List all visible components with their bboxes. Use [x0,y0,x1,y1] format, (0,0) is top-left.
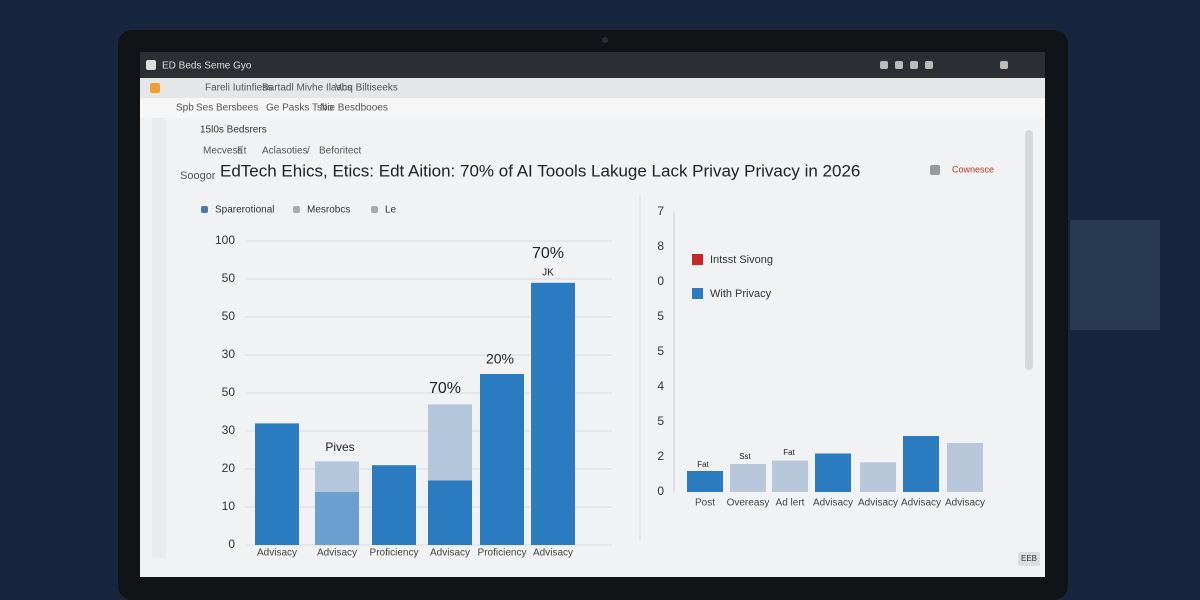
window-title: ED Beds Seme Gyo [162,61,252,72]
breadcrumb-item[interactable]: Beforitect [319,146,361,157]
bar [315,491,359,545]
x-tick-label: Advisacy [533,548,573,559]
y-tick-label: 100 [215,233,235,247]
bar [255,423,299,545]
y-tick-label: 5 [657,414,664,428]
x-tick-label: Ad lert [776,498,805,509]
action-link[interactable]: Cownesce [952,164,994,174]
x-tick-label: Proficiency [478,548,527,559]
background-blur [1070,220,1160,330]
y-tick-label: 0 [228,537,235,551]
bar [860,462,896,492]
page-title: EdTech Ehics, Etics: Edt Aition: 70% of … [220,161,860,180]
annotation: Fat [783,448,795,457]
toolbar [140,98,1045,118]
legend-swatch [692,288,703,299]
x-tick-label: Advisacy [257,548,297,559]
x-tick-label: Advisacy [317,548,357,559]
bar [531,282,575,545]
filter-icon [201,206,208,213]
y-tick-label: 30 [222,423,236,437]
annotation: JK [542,268,554,279]
x-tick-label: Advisacy [813,498,853,509]
y-tick-label: 2 [657,449,664,463]
annotation: 20% [486,351,514,367]
badge: EEB [1021,554,1037,563]
bar [428,404,472,481]
bar [480,374,524,545]
filter-icon [293,206,300,213]
search-icon [930,165,940,175]
y-tick-label: 50 [222,271,236,285]
bar [815,453,851,492]
filter[interactable]: Mesrobcs [307,205,350,216]
bar [372,465,416,545]
scrollbar [1025,130,1033,370]
tab-bar [140,78,1045,98]
filter-icon [371,206,378,213]
toolbar-item[interactable]: Bersbees [216,103,258,114]
breadcrumb-item[interactable]: / [307,146,310,157]
breadcrumb-item[interactable]: Aclasoties [262,146,308,157]
title-bar [140,52,1045,78]
webcam [602,37,608,43]
annotation: Pives [325,440,354,454]
y-tick-label: 0 [657,274,664,288]
y-tick-label: 30 [222,347,236,361]
legend-swatch [692,254,703,265]
toolbar-item[interactable]: Ge Pasks Tsbo [266,103,334,114]
y-tick-label: 5 [657,344,664,358]
x-tick-label: Advisacy [430,548,470,559]
y-tick-label: 50 [222,385,236,399]
bar [687,471,723,492]
x-tick-label: Advisacy [858,498,898,509]
annotation: Fat [697,460,709,469]
annotation: Sst [739,452,751,461]
x-tick-label: Post [695,498,715,509]
toolbar-item[interactable]: Spb [176,103,194,114]
y-tick-label: 50 [222,309,236,323]
y-tick-label: 7 [657,204,664,218]
y-tick-label: 5 [657,309,664,323]
legend-label: Intsst Sivong [710,254,773,266]
legend-label: With Privacy [710,288,772,300]
breadcrumb-item[interactable]: Mecvess [203,146,242,157]
toolbar-item[interactable]: Ses [196,103,213,114]
bar [947,443,983,492]
filter[interactable]: Le [385,205,397,216]
annotation: 70% [429,380,461,397]
x-tick-label: Advisacy [901,498,941,509]
filter[interactable]: Sparerotional [215,205,274,216]
bar [772,460,808,492]
breadcrumb-item[interactable]: Et [237,146,247,157]
bar [315,461,359,492]
x-tick-label: Proficiency [370,548,419,559]
page-prefix: Soogor [180,170,216,182]
y-tick-label: 10 [222,499,236,513]
tab[interactable]: Bartadl Mivhe Ilaacs [262,83,352,94]
tab-icon [150,83,160,93]
bar [903,436,939,492]
y-tick-label: 8 [657,239,664,253]
app-icon [146,60,156,70]
badge-box [1018,552,1040,566]
y-tick-label: 20 [222,461,236,475]
bar [730,464,766,492]
sidebar-section: 15l0s Bedsrers [200,125,267,136]
x-tick-label: Overeasy [727,498,770,509]
window-controls [880,61,1008,69]
y-tick-label: 0 [657,484,664,498]
sidebar [152,118,166,558]
bar [428,480,472,545]
x-tick-label: Advisacy [945,498,985,509]
y-tick-label: 4 [657,379,664,393]
tab[interactable]: Vhq Biltiseeks [335,83,398,94]
toolbar-item[interactable]: Nie Besdbooes [320,103,388,114]
tab[interactable]: Fareli Iutinfiess [205,83,272,94]
annotation: 70% [532,245,564,262]
